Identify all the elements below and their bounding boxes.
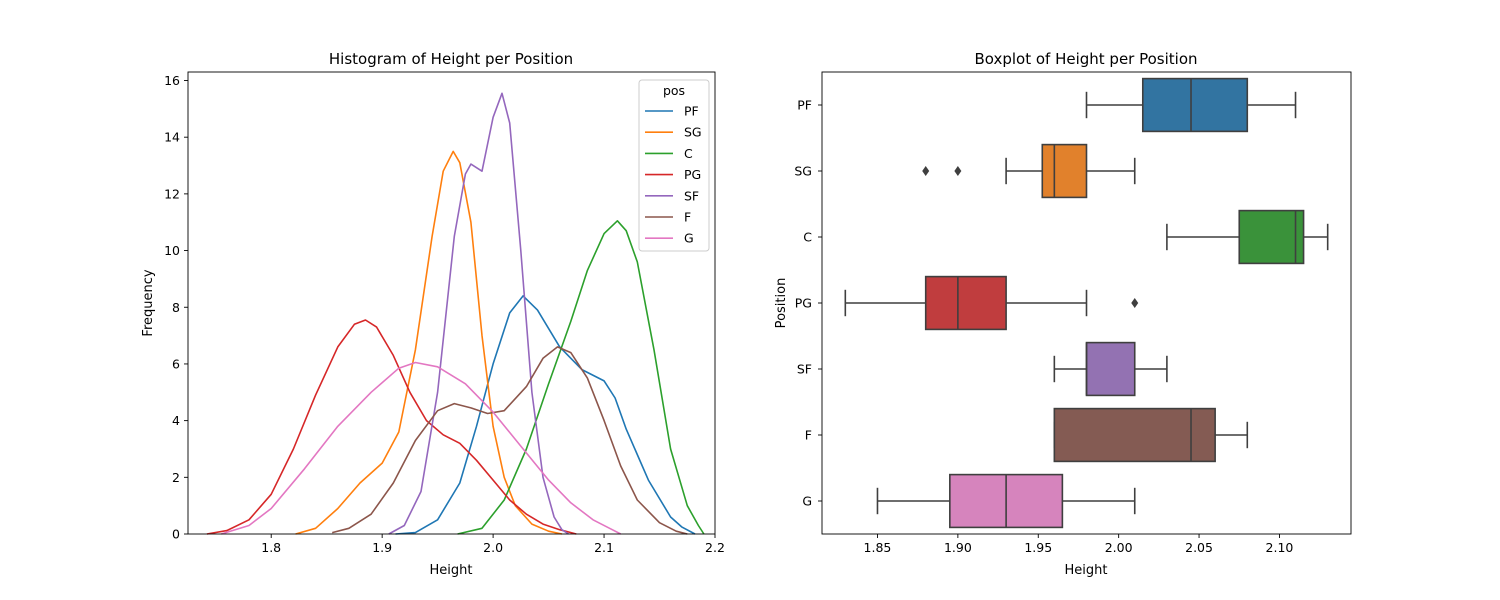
box-y-tick-label: SG [794, 164, 812, 179]
kde-ticks: 1.8 1.9 2.0 2.1 2.2 0 2 4 6 8 10 12 14 16 [164, 73, 725, 555]
box-outlier [1131, 298, 1139, 308]
box-x-tick-label: 2.10 [1266, 540, 1294, 555]
kde-curves [206, 92, 705, 535]
box-x-tick-label: 2.05 [1185, 540, 1213, 555]
box-chart-title: Boxplot of Height per Position [974, 50, 1197, 68]
kde-y-tick-label: 0 [172, 527, 180, 542]
box-outlier [954, 166, 962, 176]
box-pg [844, 275, 1139, 331]
kde-chart-title: Histogram of Height per Position [329, 50, 573, 68]
kde-y-tick-label: 6 [172, 356, 180, 371]
box-x-tick-label: 2.00 [1105, 540, 1133, 555]
kde-y-tick-label: 10 [164, 243, 180, 258]
box-x-axis-label: Height [1065, 563, 1108, 578]
kde-curve-g [221, 361, 622, 535]
legend-label-pf: PF [684, 104, 699, 119]
box-body [1141, 77, 1249, 133]
box-y-tick-label: F [805, 428, 812, 443]
box-body [1041, 143, 1088, 199]
box-pf [1085, 77, 1297, 133]
box-g [876, 473, 1136, 529]
box-items [844, 77, 1329, 529]
kde-y-tick-label: 14 [164, 130, 180, 145]
box-body [1238, 209, 1305, 265]
kde-curve-f [332, 346, 688, 535]
kde-y-tick-label: 8 [172, 300, 180, 315]
kde-y-tick-label: 4 [172, 413, 180, 428]
box-body [1053, 407, 1216, 463]
box-axes-frame [821, 71, 1352, 535]
legend-label-c: C [684, 146, 693, 161]
kde-curve-c [457, 220, 705, 535]
box-body [924, 275, 1007, 331]
kde-curve-pg [206, 319, 577, 535]
legend-label-sf: SF [684, 188, 699, 203]
legend-entries: PF SG C PG SF FG [645, 104, 702, 246]
box-body [1085, 341, 1136, 397]
kde-x-tick-label: 2.2 [705, 540, 725, 555]
kde-x-tick-label: 1.8 [261, 540, 281, 555]
box-x-tick-label: 1.85 [864, 540, 892, 555]
legend-frame [638, 79, 710, 252]
kde-x-tick-label: 1.9 [372, 540, 392, 555]
box-x-tick-label: 1.90 [944, 540, 972, 555]
box-sg [922, 143, 1136, 199]
box-f [1053, 407, 1249, 463]
legend-label-pg: PG [684, 167, 701, 182]
legend-title: pos [663, 83, 685, 98]
kde-curve-pf [395, 295, 696, 535]
legend-label-g: G [684, 231, 694, 246]
kde-y-tick-label: 16 [164, 73, 180, 88]
legend-label-f: F [684, 210, 691, 225]
box-x-tick-label: 1.95 [1024, 540, 1052, 555]
kde-x-tick-label: 2.1 [594, 540, 614, 555]
box-y-tick-label: PF [797, 98, 812, 113]
kde-legend: pos PF SG C PG SF FG [638, 79, 710, 252]
kde-x-axis-label: Height [430, 563, 473, 578]
box-outlier [922, 166, 930, 176]
box-y-tick-label: C [803, 230, 812, 245]
kde-chart: Histogram of Height per Position 1.8 1.9 2… [141, 50, 725, 578]
box-ticks: 1.85 1.90 1.95 2.00 2.05 2.10 PF SG C PG SF F G [794, 98, 1293, 556]
box-chart: Boxplot of Height per Position 1.85 1.90 1… [774, 50, 1352, 578]
box-sf [1053, 341, 1168, 397]
box-c [1166, 209, 1329, 265]
box-y-tick-label: PG [795, 296, 812, 311]
kde-y-axis-label: Frequency [141, 269, 156, 336]
kde-x-tick-label: 2.0 [483, 540, 503, 555]
kde-axes-frame [187, 71, 716, 535]
box-y-tick-label: SF [797, 362, 812, 377]
legend-label-sg: SG [684, 125, 702, 140]
kde-curve-sf [388, 92, 569, 535]
kde-y-tick-label: 12 [164, 186, 180, 201]
kde-y-tick-label: 2 [172, 470, 180, 485]
box-y-tick-label: G [802, 494, 812, 509]
box-y-axis-label: Position [774, 278, 789, 329]
